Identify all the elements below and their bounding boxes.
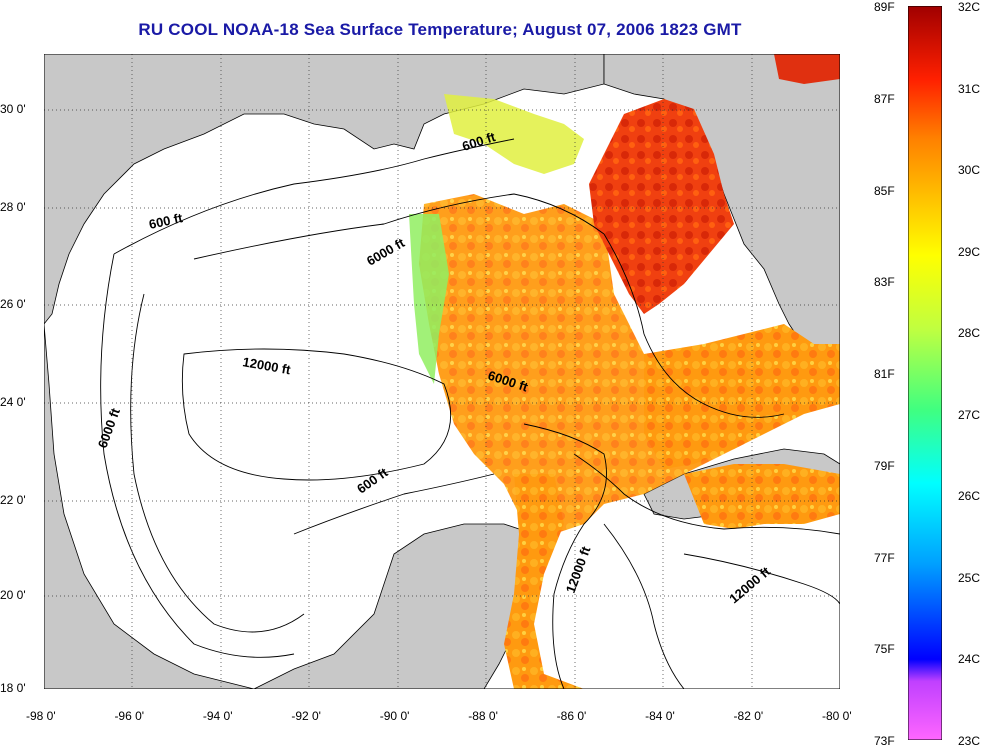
x-tick-label: -94 0' (202, 709, 233, 723)
colorbar-c-label: 31C (958, 81, 981, 96)
colorbar-f-label: 89F (874, 0, 895, 14)
x-tick-label: -82 0' (733, 709, 764, 723)
sst-north-hot (774, 54, 840, 84)
sst-caribbean-channel (504, 474, 584, 689)
colorbar-c-label: 24C (958, 652, 981, 667)
y-tick-label: 20 0' (0, 588, 26, 602)
colorbar-c-label: 23C (958, 734, 981, 748)
y-tick-label: 26 0' (0, 297, 26, 311)
sst-west-green (409, 214, 449, 384)
y-tick-label: 28 0' (0, 200, 26, 214)
x-tick-label: -88 0' (468, 709, 498, 723)
sst-map: 600 ft 600 ft 6000 ft 12000 ft 6000 ft 6… (43, 53, 841, 690)
sst-northern-yellow (444, 94, 584, 174)
x-tick-label: -90 0' (379, 709, 410, 723)
y-tick-label: 22 0' (0, 493, 26, 507)
colorbar-f-label: 77F (874, 550, 895, 565)
colorbar-f-label: 83F (874, 275, 895, 290)
colorbar-c-label: 25C (958, 570, 981, 585)
colorbar-f-label: 85F (874, 183, 895, 198)
x-tick-label: -98 0' (26, 709, 56, 723)
colorbar-c-label: 29C (958, 244, 981, 259)
colorbar-c-label: 32C (958, 0, 981, 14)
colorbar-f-label: 79F (874, 458, 895, 473)
x-tick-label: -80 0' (822, 709, 852, 723)
contour-label: 600 ft (148, 210, 185, 232)
land-us-gulf-coast (43, 53, 605, 326)
x-tick-label: -84 0' (645, 709, 675, 723)
map-svg: 600 ft 600 ft 6000 ft 12000 ft 6000 ft 6… (43, 53, 841, 690)
colorbar-svg (907, 5, 943, 741)
sst-florida-straits (644, 324, 840, 469)
sst-south-cuba (684, 464, 840, 529)
y-tick-label: 30 0' (0, 102, 26, 116)
sst-hot-florida-shelf (589, 99, 734, 314)
colorbar-c-label: 30C (958, 163, 981, 178)
colorbar-c-label: 28C (958, 326, 981, 341)
map-title: RU COOL NOAA-18 Sea Surface Temperature;… (138, 20, 742, 39)
x-tick-label: -86 0' (556, 709, 587, 723)
colorbar-f-label: 75F (874, 642, 895, 657)
map-grid (44, 54, 840, 689)
colorbar-c-label: 27C (958, 407, 981, 422)
land-mexico-south (253, 523, 545, 690)
colorbar (907, 5, 943, 741)
colorbar-f-label: 87F (874, 91, 895, 106)
x-tick-label: -92 0' (291, 709, 321, 723)
colorbar-c-label: 26C (958, 489, 981, 504)
x-tick-label: -96 0' (114, 709, 145, 723)
colorbar-f-label: 81F (874, 367, 895, 381)
y-tick-label: 18 0' (0, 681, 26, 695)
colorbar-f-label: 73F (874, 734, 895, 748)
y-tick-label: 24 0' (0, 395, 26, 409)
